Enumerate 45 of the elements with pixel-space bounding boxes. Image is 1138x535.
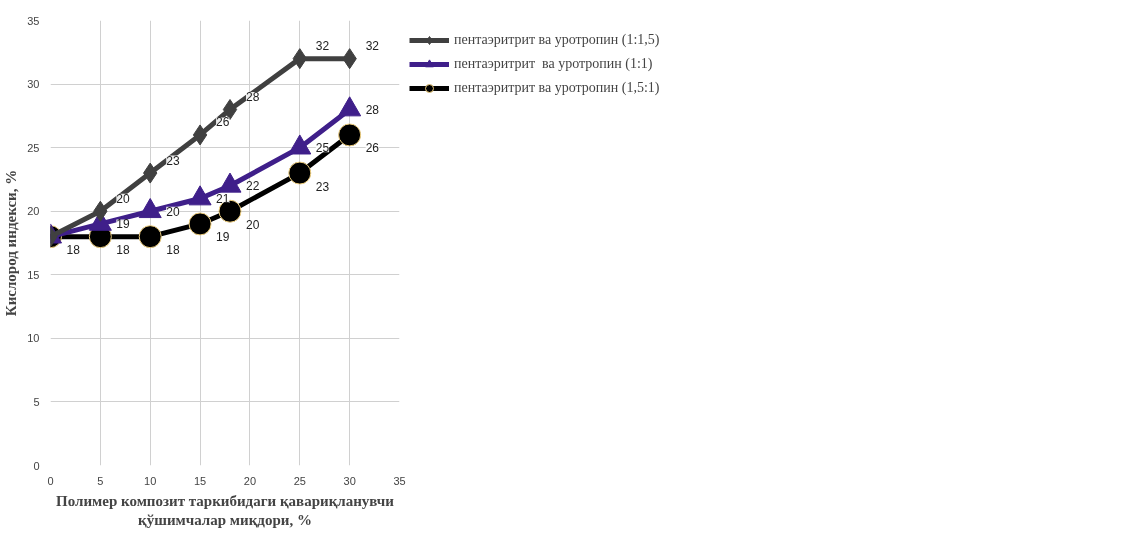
y-tick-label: 35 bbox=[27, 14, 40, 27]
x-tick-label: 15 bbox=[193, 474, 207, 487]
x-tick-label: 35 bbox=[393, 474, 406, 487]
data-label: 20 bbox=[245, 217, 260, 232]
data-label: 32 bbox=[365, 39, 380, 54]
data-label: 26 bbox=[216, 115, 230, 130]
y-tick-label: 0 bbox=[33, 459, 40, 472]
data-label: 26 bbox=[365, 141, 380, 156]
y-tick-label: 30 bbox=[27, 78, 40, 91]
y-tick-label: 10 bbox=[27, 332, 40, 345]
data-label: 23 bbox=[315, 179, 330, 194]
x-tick-label: 25 bbox=[293, 474, 306, 487]
data-label: 21 bbox=[216, 192, 230, 206]
y-tick-label: 25 bbox=[27, 141, 40, 154]
point bbox=[188, 212, 212, 236]
legend-label: пентаэритрит ва уротропин (1,5:1) bbox=[454, 80, 660, 96]
data-label: 28 bbox=[245, 90, 260, 104]
data-label: 19 bbox=[116, 217, 131, 232]
data-label: 25 bbox=[315, 141, 330, 156]
data-label: 19 bbox=[216, 230, 230, 245]
x-tick-label: 0 bbox=[47, 474, 54, 487]
y-axis-title: Кислород индекси, % bbox=[3, 169, 20, 317]
x-tick-label: 30 bbox=[343, 474, 356, 487]
x-tick-label: 5 bbox=[97, 474, 104, 487]
legend-label: пентаэритрит ва уротропин (1:1) bbox=[454, 56, 653, 72]
y-tick-label: 15 bbox=[27, 268, 40, 281]
x-tick-label: 10 bbox=[144, 474, 157, 487]
data-label: 22 bbox=[245, 179, 260, 194]
point bbox=[192, 124, 208, 146]
data-label: 18 bbox=[116, 243, 131, 258]
data-label: 28 bbox=[365, 103, 380, 117]
data-label: 20 bbox=[166, 204, 180, 219]
y-tick-label: 20 bbox=[27, 205, 40, 218]
legend-label: пентаэритрит ва уротропин (1:1,5) bbox=[454, 32, 660, 48]
data-label: 18 bbox=[166, 243, 180, 258]
data-label: 20 bbox=[116, 191, 131, 206]
point bbox=[138, 225, 162, 249]
data-label: 23 bbox=[166, 153, 180, 168]
data-label: 32 bbox=[315, 39, 330, 54]
point bbox=[338, 123, 362, 147]
data-label: 18 bbox=[66, 243, 81, 258]
x-axis-title: Полимер композит таркибидаги қавариқланувчи қўшимчалар миқдори, % bbox=[56, 492, 395, 528]
y-tick-label: 5 bbox=[33, 395, 40, 408]
x-tick-label: 20 bbox=[243, 474, 257, 487]
point bbox=[288, 161, 312, 185]
